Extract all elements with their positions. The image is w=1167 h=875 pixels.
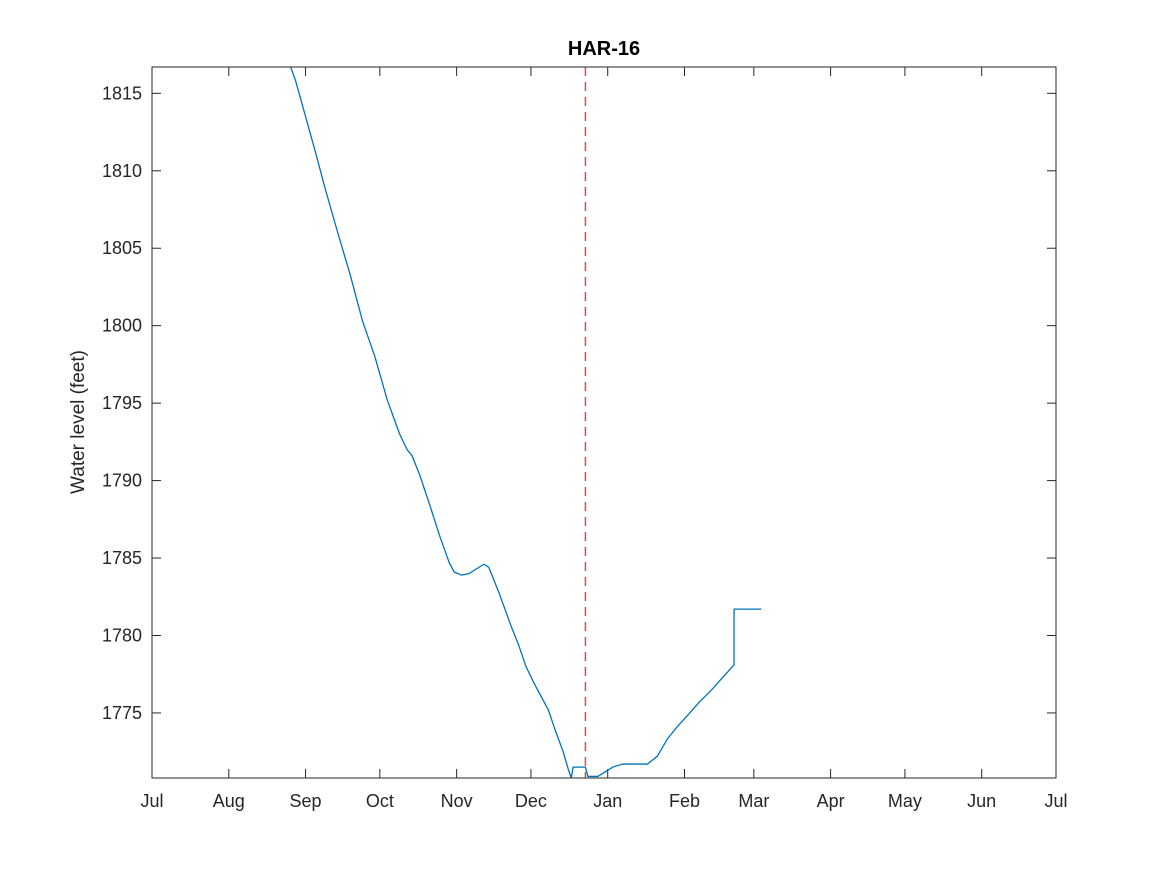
- x-tick-label: Jan: [593, 791, 622, 811]
- x-tick-label: Apr: [817, 791, 845, 811]
- x-tick-label: Sep: [290, 791, 322, 811]
- y-tick-label: 1785: [102, 548, 142, 568]
- chart-title: HAR-16: [568, 38, 640, 60]
- x-tick-label: Mar: [738, 791, 769, 811]
- x-tick-label: Feb: [669, 791, 700, 811]
- x-tick-label: May: [888, 791, 922, 811]
- y-tick-label: 1810: [102, 161, 142, 181]
- x-tick-label: Dec: [515, 791, 547, 811]
- y-tick-label: 1795: [102, 393, 142, 413]
- x-tick-label: Aug: [213, 791, 245, 811]
- plot-frame: [151, 66, 1057, 779]
- x-tick-label: Jun: [967, 791, 996, 811]
- x-tick-label: Jul: [1044, 791, 1067, 811]
- x-tick-label: Nov: [441, 791, 473, 811]
- series-area: [290, 67, 762, 778]
- y-tick-label: 1790: [102, 471, 142, 491]
- y-tick-label: 1780: [102, 625, 142, 645]
- x-axis: Jul Aug Sep Oct Nov Dec Jan Feb Mar Apr May Jun Jul: [140, 67, 1068, 811]
- x-tick-label: Jul: [140, 791, 163, 811]
- y-axis-label: Water level (feet): [68, 350, 89, 494]
- plot-area: [152, 67, 1056, 778]
- y-tick-label: 1775: [102, 703, 142, 723]
- water-level-series-line: [290, 67, 762, 778]
- y-tick-label: 1800: [102, 316, 142, 336]
- y-axis: 1775 1780 1785 1790 1795 1800 1805 1810 1815: [102, 83, 1056, 723]
- y-tick-label: 1815: [102, 83, 142, 103]
- x-tick-label: Oct: [366, 791, 394, 811]
- y-tick-label: 1805: [102, 238, 142, 258]
